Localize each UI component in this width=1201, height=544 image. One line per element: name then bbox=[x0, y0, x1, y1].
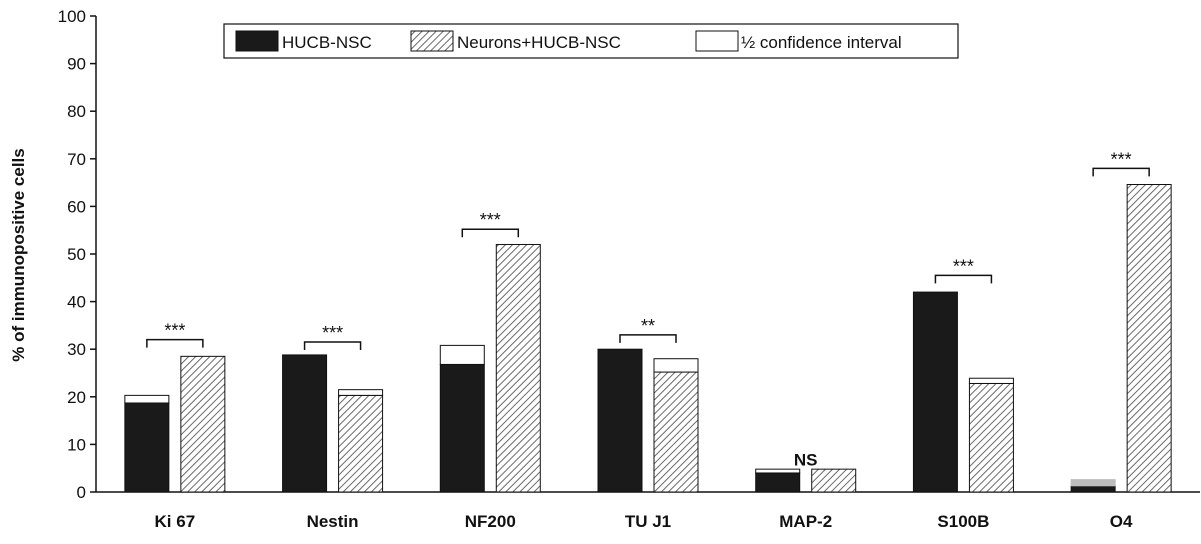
significance-bracket bbox=[619, 334, 677, 343]
legend-label: HUCB-NSC bbox=[282, 33, 372, 52]
significance-label: *** bbox=[322, 323, 343, 343]
legend-box bbox=[223, 23, 959, 59]
y-tick-label: 50 bbox=[67, 245, 86, 264]
confidence-interval-box bbox=[439, 344, 485, 365]
significance-bracket bbox=[146, 338, 204, 348]
y-tick-label: 60 bbox=[67, 197, 86, 216]
bar bbox=[124, 402, 170, 493]
bar bbox=[1070, 485, 1116, 493]
y-tick-label: 90 bbox=[67, 55, 86, 74]
confidence-interval-box bbox=[338, 389, 384, 396]
confidence-interval-box bbox=[1070, 479, 1116, 487]
significance-label: *** bbox=[1111, 149, 1132, 169]
bar bbox=[1126, 184, 1172, 493]
significance-label: NS bbox=[794, 450, 818, 469]
y-tick-label: 30 bbox=[67, 340, 86, 359]
y-tick-label: 10 bbox=[67, 435, 86, 454]
y-tick-label: 20 bbox=[67, 388, 86, 407]
x-tick-label: S100B bbox=[937, 512, 989, 531]
legend-label: Neurons+HUCB-NSC bbox=[457, 33, 621, 52]
x-tick-label: Nestin bbox=[307, 512, 359, 531]
bar bbox=[495, 243, 541, 493]
bar bbox=[597, 348, 643, 493]
y-axis-label: % of immunopositive cells bbox=[9, 148, 28, 362]
bar bbox=[811, 468, 857, 493]
y-tick-label: 40 bbox=[67, 293, 86, 312]
y-tick-label: 0 bbox=[77, 483, 86, 502]
legend-swatch bbox=[695, 30, 739, 52]
x-tick-label: Ki 67 bbox=[155, 512, 196, 531]
x-tick-label: O4 bbox=[1110, 512, 1133, 531]
significance-label: *** bbox=[953, 256, 974, 276]
significance-bracket bbox=[934, 274, 993, 284]
legend-swatch bbox=[235, 30, 279, 52]
bar bbox=[653, 371, 699, 493]
x-tick-label: NF200 bbox=[465, 512, 516, 531]
bar bbox=[180, 355, 226, 493]
x-tick-label: MAP-2 bbox=[779, 512, 832, 531]
bar bbox=[968, 382, 1014, 493]
y-tick-label: 80 bbox=[67, 102, 86, 121]
confidence-interval-box bbox=[653, 358, 699, 373]
significance-bracket bbox=[1092, 167, 1150, 177]
confidence-interval-box bbox=[968, 377, 1014, 384]
significance-label: *** bbox=[164, 321, 185, 341]
significance-bracket bbox=[461, 228, 520, 238]
bar bbox=[912, 291, 958, 493]
bar bbox=[338, 394, 384, 493]
significance-bracket bbox=[303, 341, 362, 351]
bar bbox=[282, 354, 328, 493]
confidence-interval-box bbox=[124, 394, 170, 404]
legend-label: ½ confidence interval bbox=[741, 33, 902, 52]
x-tick-label: TU J1 bbox=[625, 512, 671, 531]
y-tick-label: 100 bbox=[58, 7, 86, 26]
legend-swatch bbox=[410, 30, 454, 52]
bar bbox=[439, 363, 485, 493]
significance-label: *** bbox=[480, 210, 501, 230]
confidence-interval-box bbox=[755, 468, 801, 474]
bar bbox=[755, 472, 801, 493]
y-tick-label: 70 bbox=[67, 150, 86, 169]
significance-label: ** bbox=[641, 316, 655, 336]
